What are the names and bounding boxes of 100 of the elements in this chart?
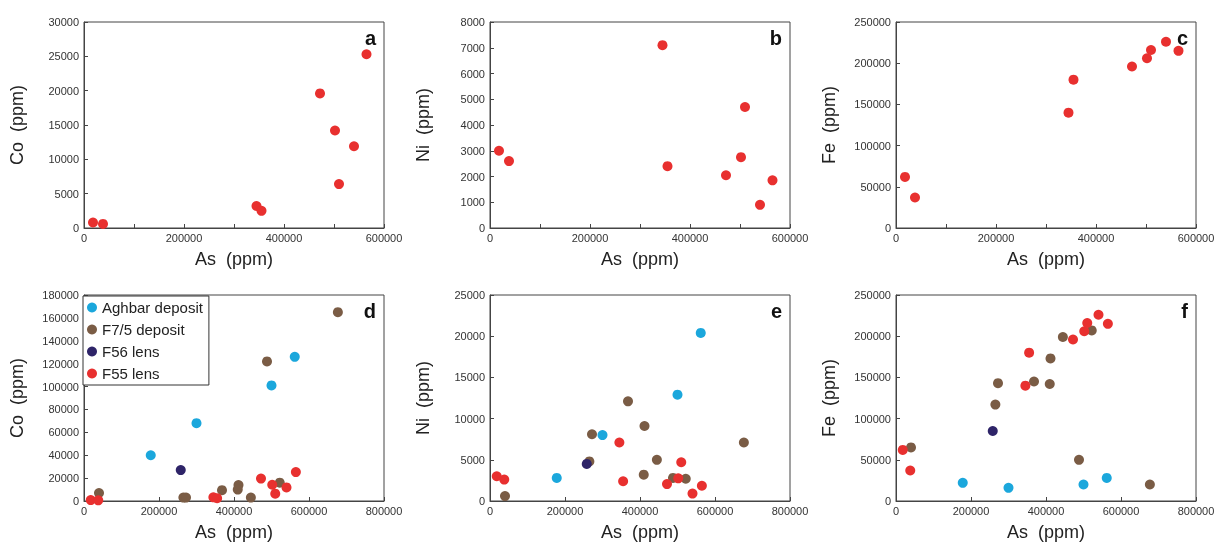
y-tick-label: 15000 (454, 371, 485, 384)
point (98, 218, 108, 229)
point (897, 444, 908, 455)
point (618, 476, 629, 487)
point (1024, 347, 1035, 358)
y-tick-label: 50000 (860, 180, 891, 193)
annotation: d (363, 300, 376, 322)
y-tick-label: 25000 (454, 289, 485, 301)
point (217, 485, 227, 496)
y-tick-label: 160000 (42, 311, 79, 324)
y-axis-title: Ni (ppm) (413, 360, 433, 436)
x-tick-label: 400000 (1077, 231, 1115, 244)
point (657, 40, 668, 51)
y-tick-label: 60000 (48, 426, 79, 439)
point (662, 161, 673, 172)
annotation: c (1176, 27, 1188, 49)
annotation: b (769, 27, 782, 49)
legend-label: F55 lens (102, 365, 160, 382)
point (987, 425, 998, 436)
point (334, 179, 344, 190)
point (1068, 74, 1079, 85)
y-tick-label: 8000 (460, 16, 485, 28)
point (267, 479, 278, 490)
point (504, 156, 514, 167)
x-tick-label: 600000 (365, 231, 403, 244)
x-axis-title: As (ppm) (600, 522, 680, 542)
point (990, 399, 1001, 410)
x-tick-label: 600000 (1102, 504, 1140, 517)
point (639, 421, 650, 432)
annotation: e (770, 300, 782, 322)
x-tick-label: 600000 (1177, 231, 1215, 244)
y-tick-label: 7000 (460, 41, 485, 54)
y-tick-label: 6000 (460, 67, 485, 80)
y-tick-label: 1000 (460, 196, 485, 209)
x-tick-label: 800000 (771, 504, 809, 517)
x-tick-label: 600000 (290, 504, 328, 517)
point (1044, 378, 1055, 389)
point (738, 437, 749, 448)
y-tick-label: 0 (72, 222, 79, 234)
y-tick-label: 5000 (54, 187, 79, 200)
y-tick-label: 3000 (460, 144, 485, 157)
y-tick-label: 0 (72, 495, 79, 507)
point (500, 491, 510, 502)
x-tick-label: 200000 (140, 504, 178, 517)
point (289, 351, 300, 362)
point (695, 327, 706, 338)
point (587, 429, 597, 440)
point (900, 171, 910, 182)
y-tick-label: 80000 (48, 403, 79, 416)
x-axis-title: As (ppm) (194, 249, 274, 269)
point (736, 152, 746, 163)
point (740, 101, 750, 112)
x-tick-label: 0 (892, 504, 900, 517)
y-tick-label: 20000 (48, 472, 79, 485)
point (1003, 482, 1014, 493)
point (1068, 334, 1078, 345)
x-tick-label: 400000 (215, 504, 253, 517)
x-axis-title: As (ppm) (194, 522, 274, 542)
point (93, 495, 104, 506)
annotation: f (1181, 300, 1189, 322)
point (1078, 479, 1089, 490)
y-tick-label: 20000 (48, 84, 79, 97)
x-tick-label: 0 (80, 231, 88, 244)
point (256, 205, 267, 216)
point (1144, 479, 1155, 490)
point (614, 437, 625, 448)
y-tick-label: 4000 (460, 119, 485, 131)
point (191, 418, 202, 429)
point (175, 465, 186, 476)
y-tick-label: 120000 (42, 357, 79, 370)
y-tick-label: 100000 (854, 412, 891, 425)
point (676, 457, 687, 468)
point (1102, 318, 1113, 329)
y-tick-label: 30000 (48, 16, 79, 28)
point (1142, 53, 1152, 64)
x-tick-label: 200000 (977, 231, 1015, 244)
y-tick-label: 100000 (42, 380, 79, 393)
y-tick-label: 200000 (854, 330, 891, 343)
point (330, 125, 340, 136)
point (672, 389, 683, 400)
point (361, 49, 372, 60)
x-tick-label: 200000 (952, 504, 990, 517)
point (1057, 332, 1068, 343)
point (315, 88, 325, 99)
point (256, 473, 266, 484)
y-tick-label: 5000 (460, 453, 485, 466)
y-tick-label: 250000 (854, 289, 891, 301)
point (551, 472, 562, 483)
point (499, 474, 510, 485)
point (1146, 45, 1156, 56)
point (1093, 309, 1104, 320)
point (905, 465, 916, 476)
point (1020, 380, 1031, 391)
point (597, 430, 608, 441)
x-axis-title: As (ppm) (600, 249, 680, 269)
y-tick-label: 150000 (854, 371, 891, 384)
x-tick-label: 200000 (571, 231, 609, 244)
y-tick-label: 100000 (854, 139, 891, 152)
point (262, 356, 272, 367)
y-tick-label: 180000 (42, 289, 79, 301)
